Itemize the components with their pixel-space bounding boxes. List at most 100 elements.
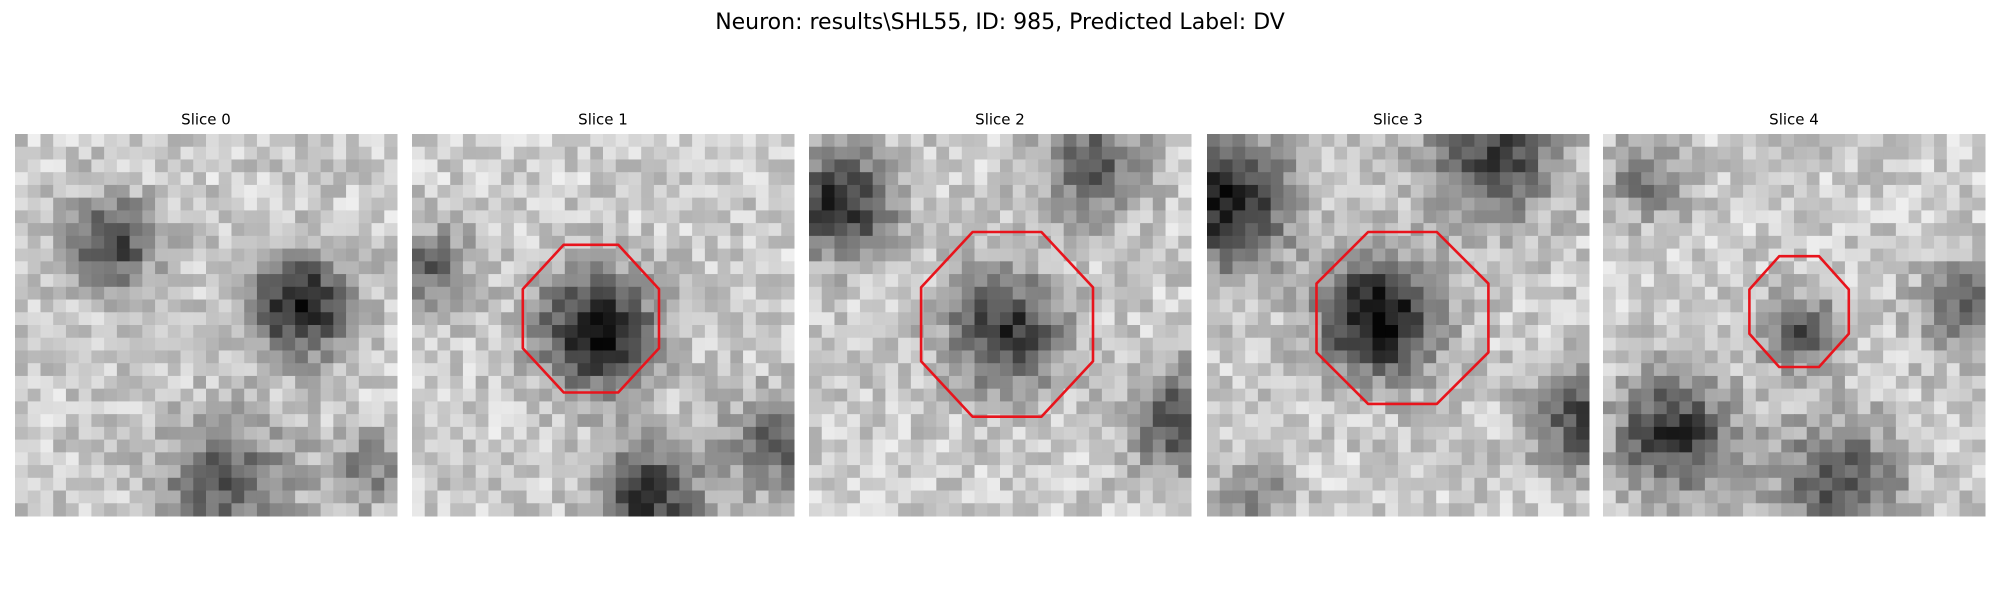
pixel (256, 146, 271, 160)
pixel (1152, 388, 1167, 402)
pixel (809, 223, 823, 237)
pixel (949, 503, 963, 517)
pixel (564, 261, 579, 275)
pixel (987, 490, 1001, 504)
pixel (129, 350, 143, 364)
pixel (1499, 490, 1514, 504)
pixel (1334, 210, 1348, 224)
pixel (1372, 465, 1386, 479)
pixel (717, 414, 731, 428)
pixel (1232, 184, 1246, 199)
pixel (501, 134, 515, 148)
pixel (692, 274, 706, 288)
pixel (872, 337, 886, 351)
pixel (1883, 184, 1897, 199)
pixel (679, 159, 693, 173)
pixel (1050, 388, 1065, 402)
pixel (193, 414, 207, 428)
pixel (1063, 134, 1077, 148)
pixel (1972, 134, 1986, 148)
pixel (1474, 465, 1488, 479)
pixel (295, 184, 309, 199)
pixel (577, 248, 591, 262)
pixel (1063, 261, 1077, 275)
pixel (974, 325, 988, 339)
pixel (282, 235, 296, 250)
pixel (1794, 490, 1808, 504)
pixel (450, 223, 464, 237)
pixel (1615, 299, 1629, 313)
pixel (1768, 477, 1782, 492)
pixel (475, 274, 489, 288)
pixel (1140, 465, 1154, 479)
pixel (1832, 503, 1846, 517)
pixel (218, 210, 232, 224)
pixel (116, 490, 131, 504)
pixel (1296, 439, 1310, 453)
pixel (1768, 426, 1782, 441)
pixel (1794, 235, 1808, 250)
pixel (577, 223, 591, 237)
pixel (1245, 274, 1259, 288)
pixel (1398, 375, 1412, 390)
pixel (256, 274, 271, 288)
pixel (1921, 197, 1935, 211)
pixel (653, 146, 668, 160)
pixel (974, 337, 988, 351)
pixel (78, 248, 92, 262)
pixel (1832, 134, 1846, 148)
pixel (666, 401, 680, 415)
pixel (78, 503, 92, 517)
pixel (1857, 274, 1871, 288)
pixel (961, 274, 976, 288)
pixel (692, 337, 706, 351)
pixel (437, 490, 451, 504)
pixel (1946, 465, 1961, 479)
pixel (15, 426, 29, 441)
pixel (475, 439, 489, 453)
pixel (859, 375, 874, 390)
pixel (1270, 388, 1284, 402)
pixel (1819, 146, 1833, 160)
pixel (53, 146, 67, 160)
pixel (1359, 134, 1374, 148)
pixel (603, 312, 617, 326)
pixel (1499, 274, 1514, 288)
pixel (1487, 388, 1501, 402)
pixel (1959, 197, 1973, 211)
pixel (603, 274, 617, 288)
pixel (307, 299, 322, 313)
pixel (1076, 439, 1090, 453)
pixel (885, 134, 899, 148)
pixel (1538, 223, 1552, 237)
pixel (809, 146, 823, 160)
pixel (256, 223, 271, 237)
pixel (206, 274, 220, 288)
pixel (475, 414, 489, 428)
pixel (78, 363, 92, 377)
pixel (1781, 184, 1795, 199)
pixel (590, 286, 604, 301)
pixel (809, 159, 823, 173)
pixel (218, 184, 232, 199)
pixel (1063, 325, 1077, 339)
pixel (872, 439, 886, 453)
pixel (1946, 146, 1961, 160)
pixel (1178, 261, 1192, 275)
pixel (1140, 375, 1154, 390)
panel-title: Slice 1 (578, 111, 628, 129)
pixel (1743, 388, 1757, 402)
pixel (142, 490, 156, 504)
pixel (1921, 439, 1935, 453)
pixel (590, 350, 604, 364)
pixel (1436, 503, 1450, 517)
pixel (40, 426, 54, 441)
pixel (1844, 490, 1859, 504)
pixel (1908, 184, 1922, 199)
pixel (231, 350, 245, 364)
pixel (412, 286, 426, 301)
pixel (1781, 172, 1795, 186)
pixel (244, 490, 258, 504)
pixel (1972, 426, 1986, 441)
pixel (1487, 477, 1501, 492)
